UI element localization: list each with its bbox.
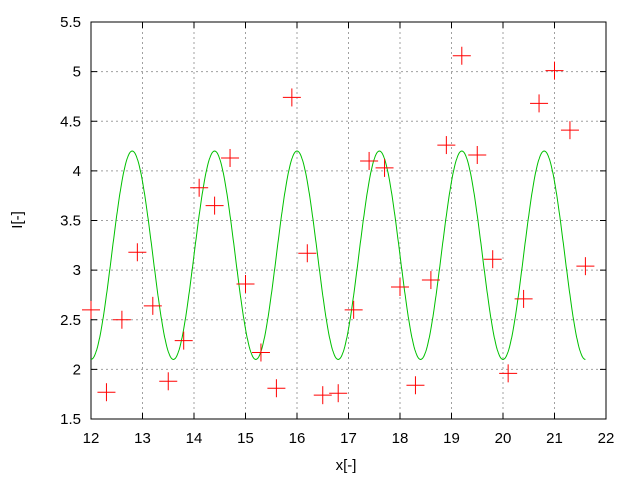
data-point <box>421 271 440 290</box>
data-point <box>97 383 116 402</box>
x-tick-label: 13 <box>134 430 151 447</box>
data-point <box>545 61 564 80</box>
x-tick-label: 20 <box>495 430 512 447</box>
data-point <box>221 148 240 167</box>
y-tick-label: 4.5 <box>60 113 81 130</box>
x-tick-label: 16 <box>289 430 306 447</box>
data-point <box>576 257 595 276</box>
x-tick-label: 18 <box>392 430 409 447</box>
data-point <box>82 300 100 319</box>
x-tick-label: 22 <box>598 430 615 447</box>
y-tick-label: 5.5 <box>60 14 81 31</box>
y-axis-label: I[-] <box>9 211 26 229</box>
x-ticks: 12 13 14 15 16 17 18 19 20 21 22 <box>83 22 615 447</box>
y-tick-label: 4 <box>73 163 81 180</box>
data-point <box>560 121 579 140</box>
plot-border <box>90 21 607 420</box>
data-point <box>205 196 224 215</box>
x-tick-label: 14 <box>186 430 203 447</box>
data-point <box>298 244 317 263</box>
y-tick-label: 5 <box>73 64 81 81</box>
data-point <box>329 384 348 403</box>
data-point <box>174 331 193 350</box>
data-point <box>468 145 487 164</box>
y-tick-label: 2.5 <box>60 312 81 329</box>
x-tick-label: 19 <box>443 430 460 447</box>
x-tick-label: 12 <box>83 430 100 447</box>
data-point <box>375 158 394 177</box>
data-point <box>159 372 178 391</box>
data-point <box>128 243 147 262</box>
y-tick-label: 3 <box>73 262 81 279</box>
data-point <box>406 376 425 395</box>
data-point <box>360 151 379 170</box>
data-point <box>143 296 162 315</box>
data-point <box>483 250 502 269</box>
grid <box>91 22 606 419</box>
y-tick-label: 3.5 <box>60 213 81 230</box>
data-point <box>437 136 456 155</box>
fit-curve <box>90 150 586 361</box>
data-point <box>452 46 471 65</box>
data-point <box>530 94 549 113</box>
plot-frame <box>90 21 607 420</box>
data-point <box>282 88 301 107</box>
y-ticks: 1.5 2 2.5 3 3.5 4 4.5 5 5.5 <box>60 14 606 428</box>
data-point <box>112 310 131 329</box>
data-point <box>514 289 533 308</box>
x-axis-label: x[-] <box>336 457 357 474</box>
y-tick-label: 1.5 <box>60 411 81 428</box>
x-tick-label: 15 <box>237 430 254 447</box>
data-point <box>313 386 332 405</box>
data-point <box>344 300 363 319</box>
x-tick-label: 17 <box>340 430 357 447</box>
data-point <box>391 277 409 296</box>
data-point <box>236 275 255 294</box>
y-tick-label: 2 <box>73 361 81 378</box>
x-tick-label: 21 <box>546 430 563 447</box>
data-point <box>190 178 209 197</box>
data-points <box>82 46 595 405</box>
data-point <box>251 343 270 362</box>
data-point <box>499 364 518 383</box>
data-point <box>267 379 286 398</box>
